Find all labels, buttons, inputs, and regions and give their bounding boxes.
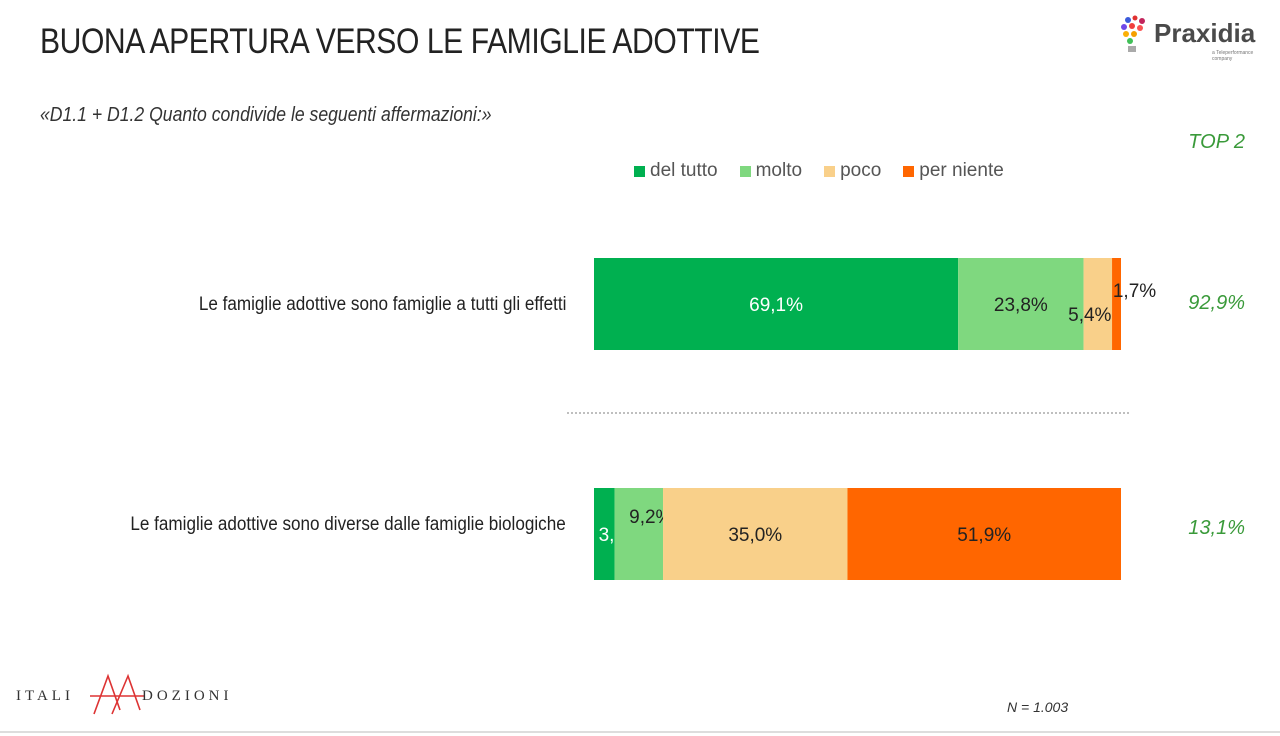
data-label: 23,8% (994, 295, 1048, 316)
question-subtitle: «D1.1 + D1.2 Quanto condivide le seguent… (40, 104, 492, 126)
logo-left-text: ITALI (16, 688, 74, 704)
data-label: 35,0% (728, 525, 782, 546)
data-label: 51,9% (957, 525, 1011, 546)
data-label: 1,7% (1113, 281, 1156, 302)
legend-label: poco (840, 160, 882, 181)
bar-segment (594, 488, 615, 580)
legend-swatch (824, 165, 836, 177)
bottom-rule (0, 731, 1280, 733)
top2-header: TOP 2 (1188, 131, 1245, 153)
legend-item-del-tutto: del tutto (634, 160, 718, 182)
page-title: BUONA APERTURA VERSO LE FAMIGLIE ADOTTIV… (40, 22, 760, 61)
lightbulb-dots-icon (1121, 15, 1145, 52)
logo-right-text: DOZIONI (142, 688, 233, 704)
legend-item-poco: poco (824, 160, 881, 182)
legend-label: del tutto (650, 160, 718, 181)
top2-value: 13,1% (1188, 517, 1245, 539)
legend: del tutto molto poco per niente (634, 160, 1026, 182)
legend-label: molto (755, 160, 803, 181)
logo-text: Praxidia (1154, 18, 1256, 48)
bar-segment (1112, 258, 1121, 350)
category-label: Le famiglie adottive sono diverse dalle … (130, 514, 566, 535)
sample-size: N = 1.003 (1007, 699, 1069, 715)
legend-swatch (903, 165, 915, 177)
category-label: Le famiglie adottive sono famiglie a tut… (198, 294, 566, 315)
bar-segment (958, 258, 1084, 350)
legend-swatch (634, 165, 645, 177)
bar-segment (663, 488, 848, 580)
logo-tagline: a Teleperformance company (1212, 50, 1254, 62)
praxidia-logo: Praxidia a Teleperformance company (1118, 14, 1268, 62)
bar-segment (594, 258, 959, 350)
top2-value: 92,9% (1188, 292, 1245, 314)
bar-segment (614, 488, 664, 580)
bar-segment (847, 488, 1121, 580)
legend-item-molto: molto (739, 160, 803, 182)
bar-segment (1083, 258, 1113, 350)
legend-item-per-niente: per niente (903, 160, 1004, 182)
dancing-figures-icon (90, 673, 144, 715)
data-label: 9,2% (629, 507, 672, 528)
data-label: 5,4% (1068, 305, 1111, 326)
legend-swatch (739, 165, 751, 177)
data-label: 69,1% (749, 295, 803, 316)
legend-label: per niente (919, 160, 1004, 181)
italiadozioni-logo: ITALI DOZIONI (14, 670, 234, 722)
